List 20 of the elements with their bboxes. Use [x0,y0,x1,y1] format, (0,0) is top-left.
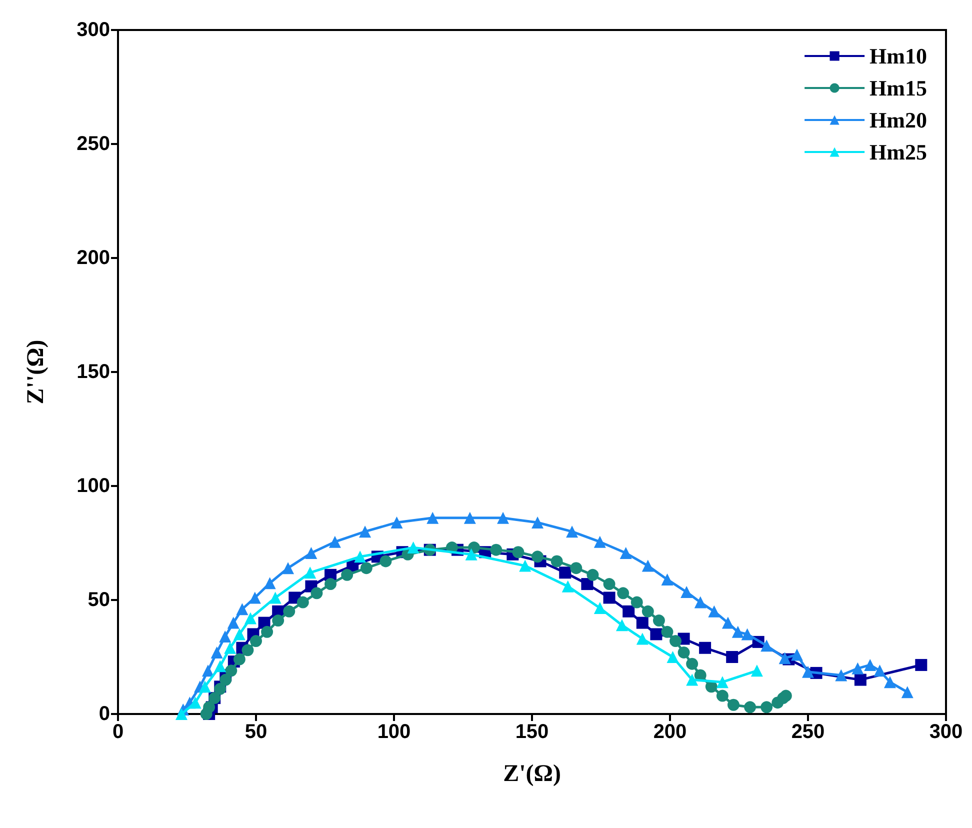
x-tick-label: 300 [929,721,963,743]
y-axis-title: Z''(Ω) [23,340,49,404]
legend-label: Hm20 [870,108,928,132]
y-tick-label: 50 [88,589,110,611]
legend-label: Hm15 [870,76,928,100]
x-tick-label: 0 [112,721,124,743]
legend-label: Hm10 [870,44,928,68]
legend-label: Hm25 [870,140,928,164]
x-tick-label: 100 [377,721,411,743]
x-axis-title: Z'(Ω) [503,761,561,787]
y-tick-label: 150 [76,361,110,383]
y-tick-label: 100 [76,475,110,497]
x-tick-label: 200 [653,721,687,743]
y-tick-label: 0 [98,703,110,725]
x-tick-label: 150 [515,721,549,743]
y-tick-label: 200 [76,247,110,269]
x-tick-label: 250 [791,721,825,743]
x-tick-label: 50 [244,721,268,743]
y-tick-label: 300 [76,19,110,41]
y-tick-label: 250 [76,133,110,155]
